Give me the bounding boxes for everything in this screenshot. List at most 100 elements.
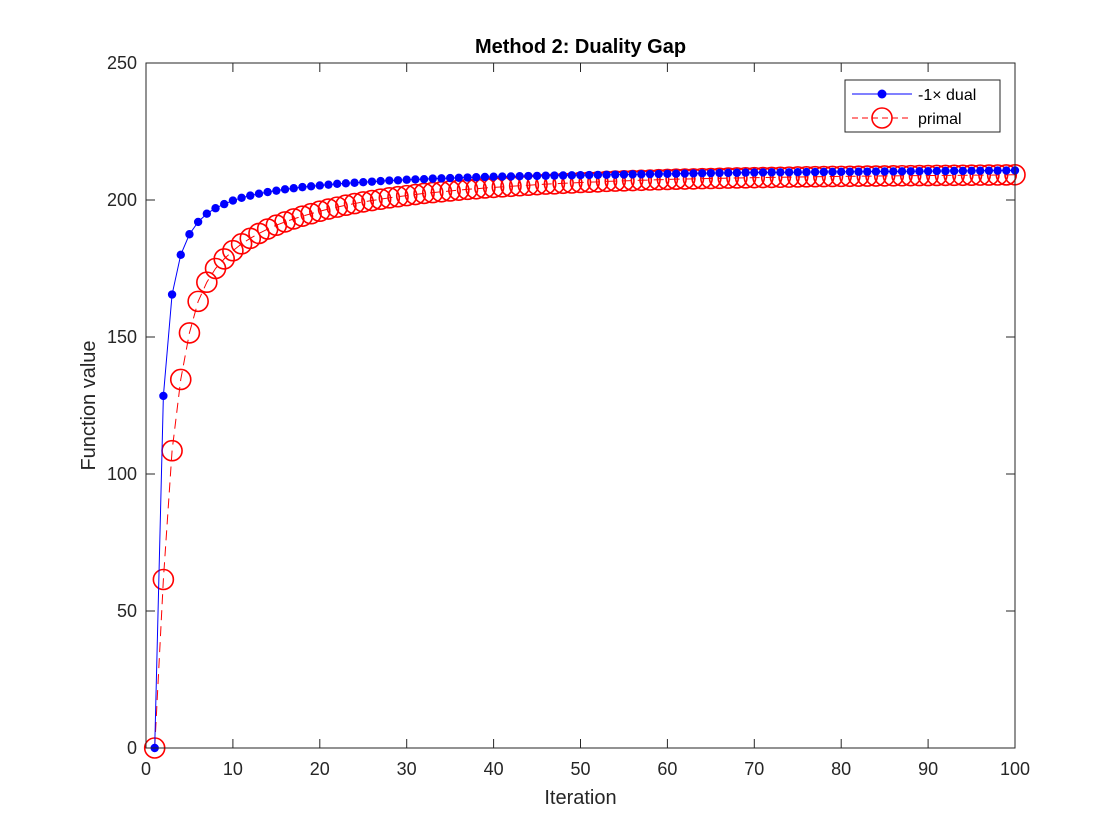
primal-point — [752, 166, 774, 189]
dual-point — [428, 174, 437, 183]
dual-point — [958, 166, 968, 176]
dual-point — [932, 166, 941, 176]
dual-point — [437, 174, 446, 183]
dual-point — [837, 167, 846, 177]
dual-point — [524, 171, 533, 181]
x-tick-label: 50 — [570, 759, 590, 779]
x-tick-label: 60 — [657, 759, 677, 779]
dual-point — [237, 193, 246, 203]
x-tick-label: 20 — [310, 759, 330, 779]
dual-point — [984, 166, 994, 175]
dual-point — [402, 175, 411, 184]
series-line-dual — [154, 169, 1016, 749]
primal-point — [343, 192, 366, 215]
primal-point — [717, 167, 740, 189]
primal-point — [335, 194, 357, 217]
primal-point — [917, 164, 939, 187]
primal-point — [986, 164, 1009, 186]
dual-point — [637, 170, 646, 179]
primal-point — [169, 368, 192, 391]
dual-point — [272, 186, 281, 195]
dual-point — [254, 189, 264, 198]
primal-point — [795, 166, 818, 188]
dual-point — [167, 290, 177, 299]
dual-point — [654, 169, 663, 179]
primal-point — [413, 182, 435, 205]
dual-point — [515, 171, 524, 181]
dual-point — [949, 166, 959, 176]
dual-point — [489, 172, 498, 181]
x-tick-label: 70 — [744, 759, 764, 779]
dual-point — [567, 171, 577, 180]
primal-point — [899, 164, 922, 187]
primal-point — [804, 165, 826, 188]
dual-point — [393, 176, 403, 185]
series-line-primal — [154, 174, 1016, 749]
primal-point — [656, 168, 679, 191]
primal-point — [778, 166, 800, 188]
dual-point — [784, 168, 794, 177]
primal-point — [865, 165, 887, 187]
y-tick-label: 50 — [117, 601, 137, 621]
legend-primal-label: primal — [918, 111, 962, 128]
dual-point — [463, 173, 472, 182]
primal-point — [856, 165, 879, 187]
dual-point — [880, 167, 889, 176]
primal-point — [769, 166, 792, 189]
dual-point — [419, 174, 429, 184]
dual-point — [628, 170, 637, 179]
y-tick-label: 100 — [107, 464, 137, 484]
dual-point — [385, 176, 394, 185]
dual-point — [359, 177, 368, 187]
legend: -1× dual primal — [844, 79, 1001, 133]
dual-point — [289, 184, 298, 193]
primal-point — [395, 184, 418, 207]
dual-point — [706, 168, 716, 178]
dual-point — [541, 171, 550, 180]
legend-dual-label: -1× dual — [918, 87, 976, 104]
primal-point — [700, 167, 722, 190]
dual-point — [480, 172, 490, 182]
dual-point — [776, 168, 785, 177]
primal-point — [925, 164, 948, 187]
dual-point — [584, 170, 594, 180]
dual-point — [558, 171, 568, 180]
dual-point — [246, 191, 255, 200]
primal-point — [873, 165, 896, 187]
primal-point — [995, 164, 1018, 186]
primal-point — [404, 183, 427, 206]
primal-point — [282, 208, 305, 230]
dual-point — [819, 167, 829, 177]
primal-point — [369, 188, 392, 210]
dual-point — [611, 170, 620, 179]
primal-point — [187, 290, 209, 313]
x-tick-label: 80 — [831, 759, 851, 779]
dual-point — [689, 169, 698, 178]
dual-point — [889, 167, 898, 176]
primal-point — [960, 164, 983, 186]
dual-point — [732, 168, 742, 177]
primal-point — [708, 167, 731, 190]
primal-point — [352, 191, 375, 213]
dual-point — [741, 168, 750, 177]
dual-point — [332, 179, 342, 189]
dual-point — [976, 166, 985, 175]
x-tick-label: 90 — [918, 759, 938, 779]
x-axis-label: Iteration — [544, 787, 616, 809]
dual-point — [1002, 166, 1011, 175]
primal-point — [839, 165, 861, 188]
dual-point — [506, 172, 516, 181]
primal-point — [760, 166, 783, 189]
dual-point — [863, 167, 872, 176]
primal-point — [691, 167, 713, 190]
dual-point — [454, 173, 464, 183]
primal-point — [891, 164, 913, 187]
dual-point — [897, 167, 907, 176]
dual-point — [619, 170, 629, 179]
primal-point — [152, 568, 175, 591]
dual-point — [967, 166, 976, 176]
primal-point — [847, 165, 870, 187]
dual-point — [767, 168, 776, 177]
dual-point — [298, 182, 307, 192]
